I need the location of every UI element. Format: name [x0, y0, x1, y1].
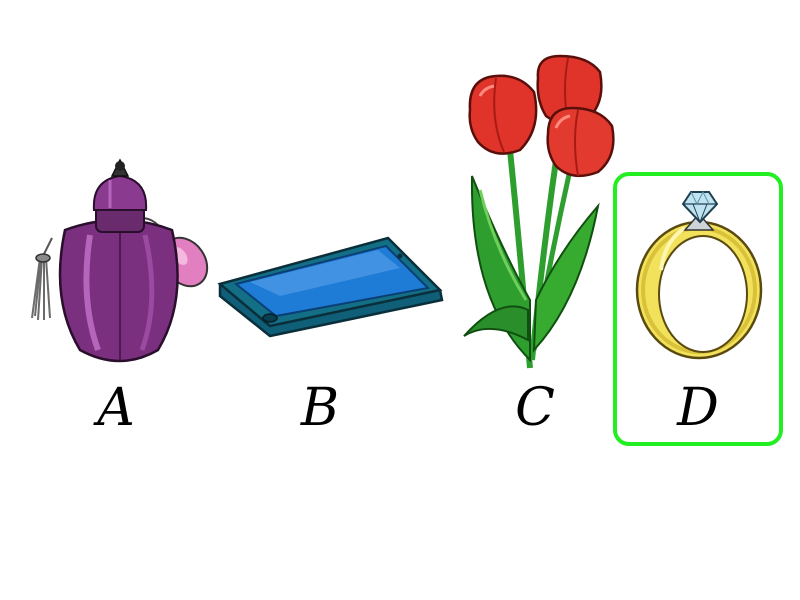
perfume-bottle-icon [31, 158, 209, 363]
option-b-letter: B [300, 378, 340, 438]
selection-highlight-frame [613, 172, 783, 446]
tablet-device-icon [217, 236, 444, 338]
option-d-letter: D [677, 378, 719, 438]
option-c[interactable]: C [450, 0, 620, 460]
option-c-letter: C [515, 378, 555, 438]
diamond-ring-icon [635, 190, 763, 360]
red-tulips-icon [463, 54, 615, 369]
option-a[interactable]: A [20, 0, 220, 460]
option-d[interactable]: D [613, 0, 783, 460]
option-b[interactable]: B [210, 0, 455, 460]
option-a-letter: A [97, 378, 135, 438]
